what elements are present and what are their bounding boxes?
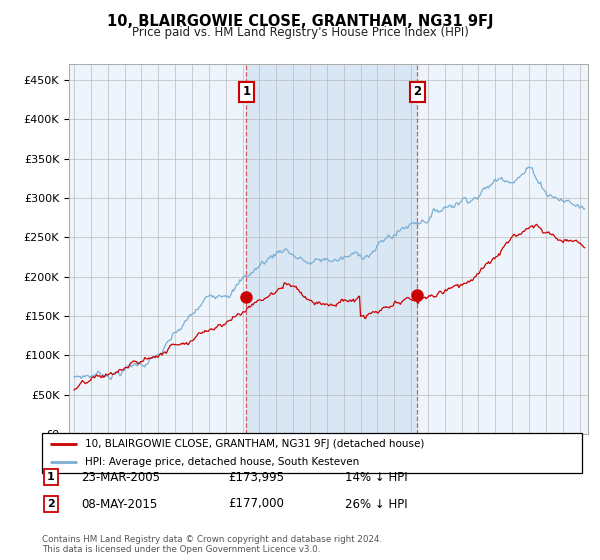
Text: 1: 1 bbox=[242, 86, 250, 99]
Text: 23-MAR-2005: 23-MAR-2005 bbox=[81, 470, 160, 484]
Text: 08-MAY-2015: 08-MAY-2015 bbox=[81, 497, 157, 511]
Text: 14% ↓ HPI: 14% ↓ HPI bbox=[345, 470, 407, 484]
Text: Price paid vs. HM Land Registry's House Price Index (HPI): Price paid vs. HM Land Registry's House … bbox=[131, 26, 469, 39]
Text: 10, BLAIRGOWIE CLOSE, GRANTHAM, NG31 9FJ: 10, BLAIRGOWIE CLOSE, GRANTHAM, NG31 9FJ bbox=[107, 14, 493, 29]
Text: £173,995: £173,995 bbox=[228, 470, 284, 484]
Bar bbox=[246, 64, 417, 434]
Text: 2: 2 bbox=[47, 499, 55, 509]
Text: 2: 2 bbox=[413, 86, 421, 99]
Text: HPI: Average price, detached house, South Kesteven: HPI: Average price, detached house, Sout… bbox=[85, 458, 359, 467]
Text: 10, BLAIRGOWIE CLOSE, GRANTHAM, NG31 9FJ (detached house): 10, BLAIRGOWIE CLOSE, GRANTHAM, NG31 9FJ… bbox=[85, 439, 425, 449]
Text: 1: 1 bbox=[47, 472, 55, 482]
Text: Contains HM Land Registry data © Crown copyright and database right 2024.
This d: Contains HM Land Registry data © Crown c… bbox=[42, 535, 382, 554]
Text: 26% ↓ HPI: 26% ↓ HPI bbox=[345, 497, 407, 511]
Text: £177,000: £177,000 bbox=[228, 497, 284, 511]
